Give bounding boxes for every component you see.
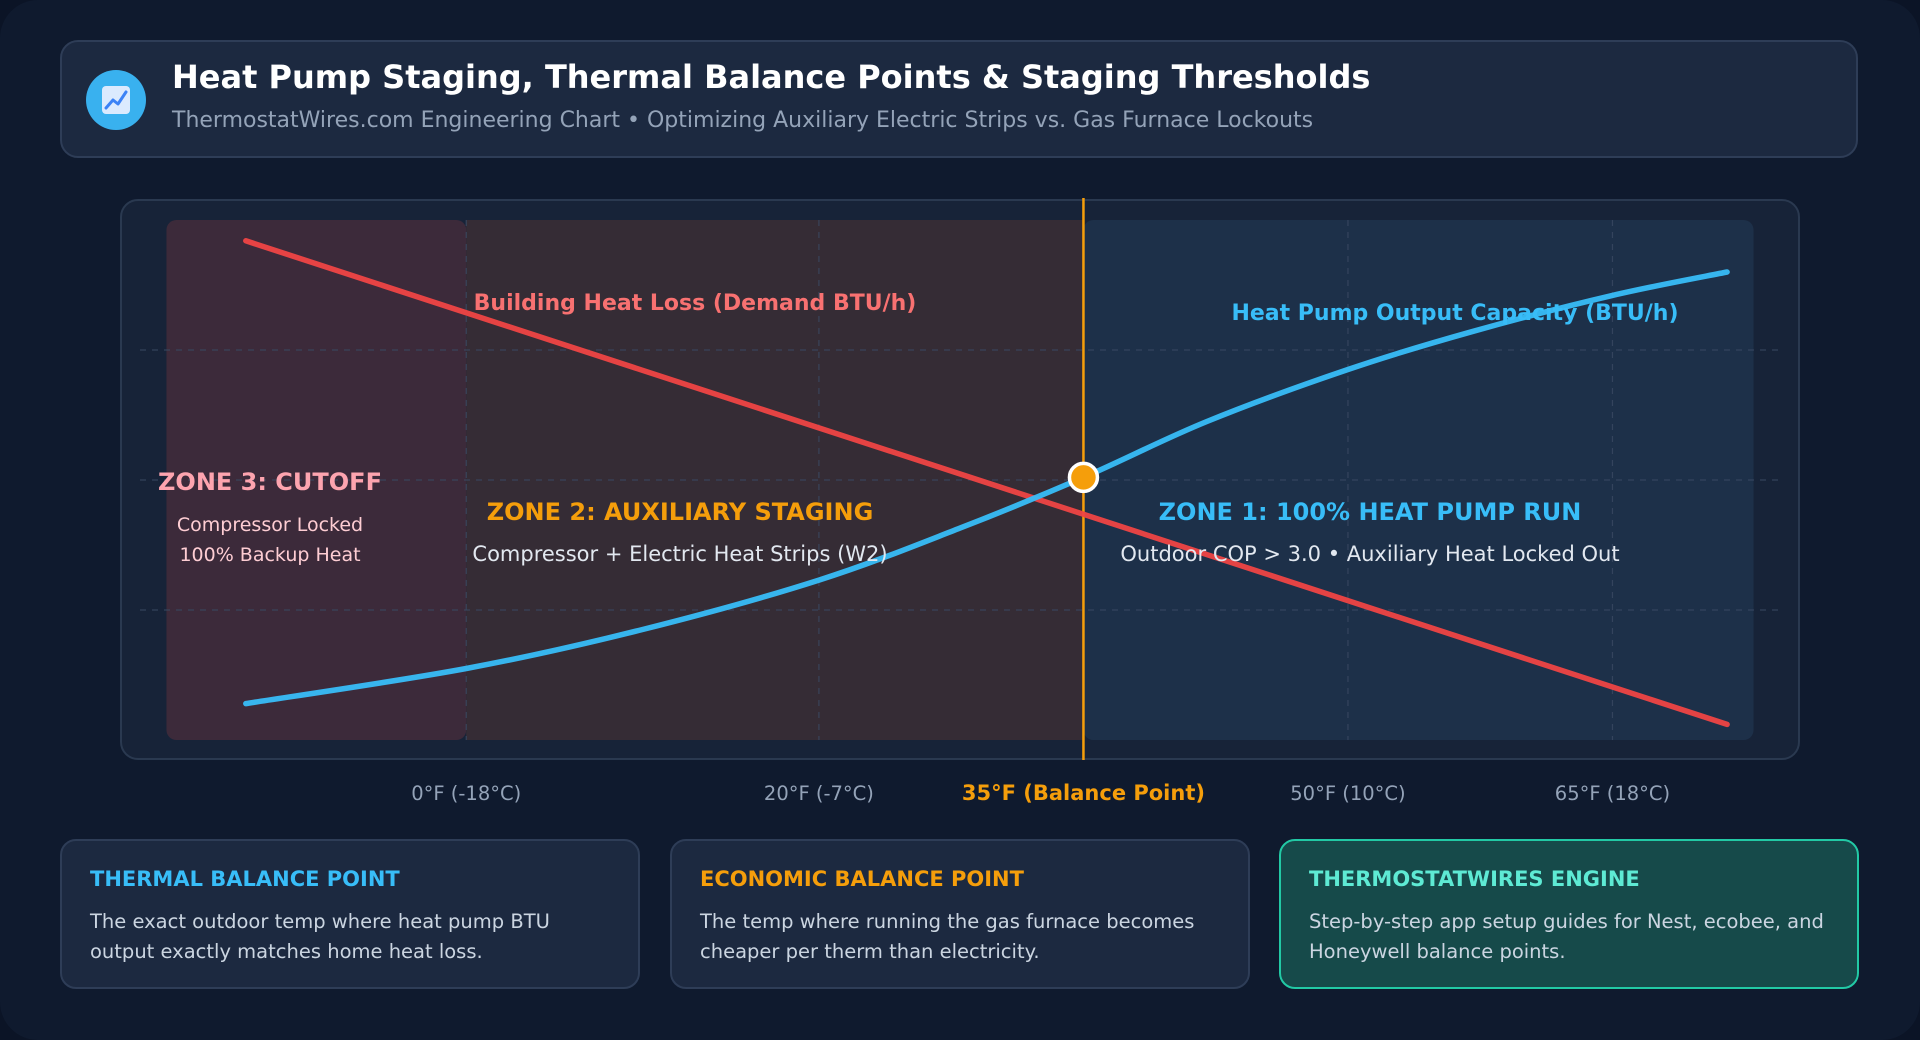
heat-loss-line bbox=[243, 238, 1730, 728]
x-tick-label: 35°F (Balance Point) bbox=[962, 781, 1205, 805]
zone-title-zone2: ZONE 2: AUXILIARY STAGING bbox=[487, 498, 874, 526]
series-label-heat-pump: Heat Pump Output Capacity (BTU/h) bbox=[1231, 301, 1678, 326]
card-economic-balance: ECONOMIC BALANCE POINT The temp where ru… bbox=[670, 839, 1250, 989]
card-title: THERMAL BALANCE POINT bbox=[90, 867, 400, 891]
x-tick-label: 50°F (10°C) bbox=[1290, 782, 1405, 805]
page-title: Heat Pump Staging, Thermal Balance Point… bbox=[172, 58, 1371, 96]
chart-trend-icon bbox=[86, 70, 146, 130]
card-thermal-balance: THERMAL BALANCE POINT The exact outdoor … bbox=[60, 839, 640, 989]
zone-title-zone3: ZONE 3: CUTOFF bbox=[158, 468, 382, 496]
zone-background-zone1 bbox=[1083, 220, 1754, 740]
balance-point-marker bbox=[1067, 461, 1100, 494]
zone-description-zone2: Compressor + Electric Heat Strips (W2) bbox=[472, 542, 887, 566]
x-tick-label: 20°F (-7°C) bbox=[764, 782, 874, 805]
series-label-heat-loss: Building Heat Loss (Demand BTU/h) bbox=[474, 291, 917, 316]
card-title: THERMOSTATWIRES ENGINE bbox=[1309, 867, 1640, 891]
card-title: ECONOMIC BALANCE POINT bbox=[700, 867, 1024, 891]
card-text: The temp where running the gas furnace b… bbox=[700, 910, 1195, 963]
zone-title-zone1: ZONE 1: 100% HEAT PUMP RUN bbox=[1159, 498, 1582, 526]
zone-description-zone3: 100% Backup Heat bbox=[179, 544, 360, 566]
card-text: The exact outdoor temp where heat pump B… bbox=[90, 910, 550, 963]
x-tick-label: 0°F (-18°C) bbox=[411, 782, 521, 805]
header-panel: Heat Pump Staging, Thermal Balance Point… bbox=[60, 40, 1858, 158]
zone-description-zone1: Outdoor COP > 3.0 • Auxiliary Heat Locke… bbox=[1120, 542, 1619, 566]
card-text: Step-by-step app setup guides for Nest, … bbox=[1309, 910, 1824, 963]
card-thermostatwires-engine: THERMOSTATWIRES ENGINE Step-by-step app … bbox=[1279, 839, 1859, 989]
heat-pump-capacity-line bbox=[243, 269, 1730, 707]
staging-chart: Building Heat Loss (Demand BTU/h) Heat Pu… bbox=[140, 198, 1780, 805]
zone-description-zone3: Compressor Locked bbox=[177, 514, 363, 536]
page-subtitle: ThermostatWires.com Engineering Chart • … bbox=[172, 108, 1314, 133]
x-tick-label: 65°F (18°C) bbox=[1555, 782, 1670, 805]
